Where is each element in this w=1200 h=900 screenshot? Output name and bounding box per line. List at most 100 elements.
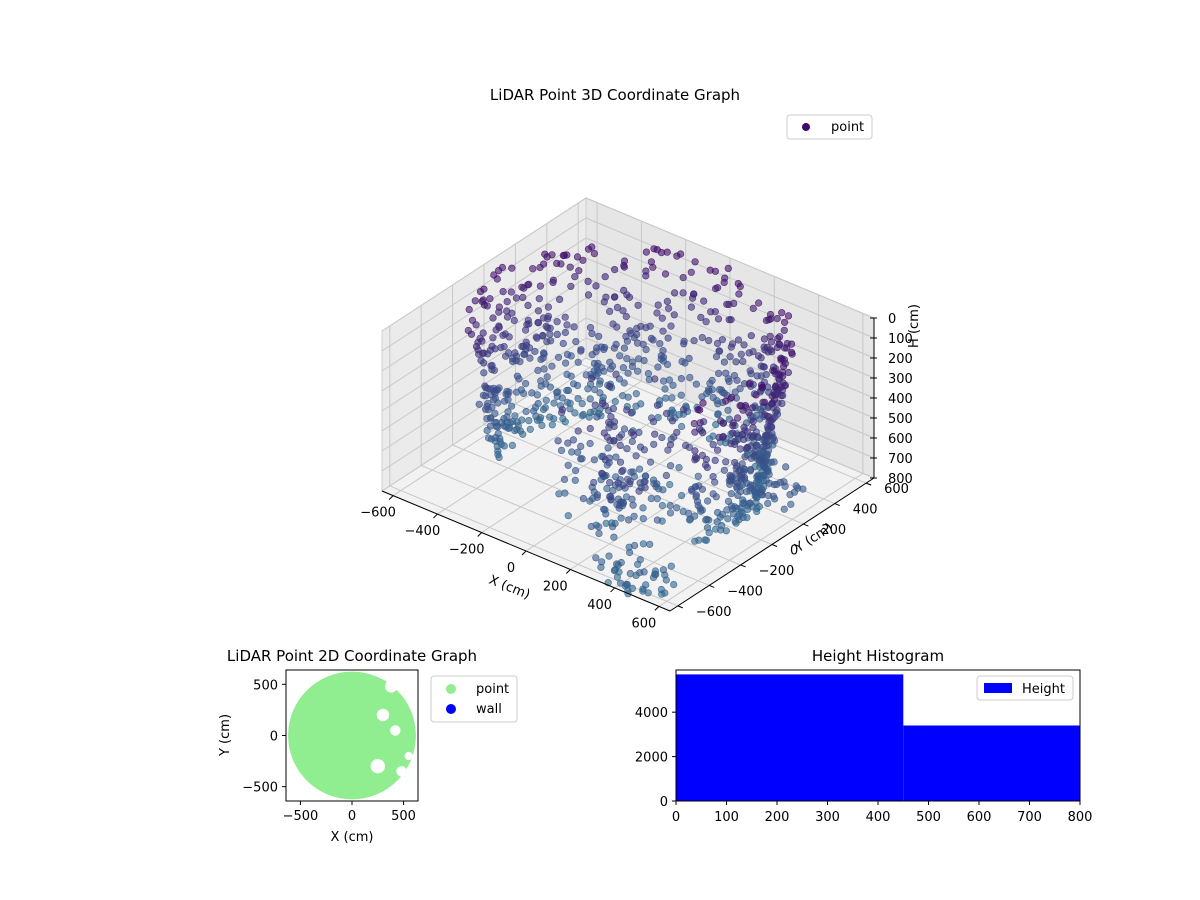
- z-tick-label: 700: [888, 452, 913, 467]
- data-point-3d: [753, 473, 761, 481]
- data-point-3d: [667, 562, 675, 570]
- data-point-3d: [623, 355, 631, 363]
- data-point-3d: [567, 282, 575, 290]
- x-tick-label: 200: [765, 810, 790, 825]
- data-point-3d: [494, 423, 502, 431]
- data-point-3d: [630, 431, 638, 439]
- data-point-3d: [572, 338, 580, 346]
- chart-3d-legend-marker: [802, 123, 810, 131]
- data-point-3d: [639, 504, 647, 512]
- data-point-3d: [579, 256, 587, 264]
- y-tick-mark: [709, 584, 715, 588]
- data-point-3d: [712, 525, 720, 533]
- data-point-3d: [571, 409, 579, 417]
- chart-3d-legend: point: [786, 114, 873, 140]
- point-gap: [376, 708, 390, 722]
- data-point-3d: [620, 379, 628, 387]
- data-point-3d: [658, 433, 666, 442]
- data-point-3d: [753, 507, 761, 516]
- data-point-3d: [593, 344, 601, 352]
- histogram-bar: [676, 674, 904, 801]
- data-point-3d: [727, 490, 735, 498]
- data-point-3d: [657, 585, 666, 594]
- data-point-3d: [512, 388, 521, 396]
- data-point-3d: [636, 479, 644, 487]
- x-tick-label: −200: [449, 543, 485, 558]
- data-point-3d: [647, 258, 656, 266]
- data-point-3d: [633, 324, 641, 333]
- grid-line-z: [381, 357, 875, 492]
- data-point-3d: [490, 396, 498, 404]
- data-point-3d: [624, 369, 632, 377]
- data-point-3d: [779, 362, 788, 371]
- data-point-3d: [584, 385, 592, 393]
- data-point-3d: [724, 264, 732, 273]
- data-point-3d: [586, 324, 595, 332]
- y-tick-label: 500: [253, 678, 278, 693]
- data-point-3d: [563, 386, 571, 395]
- data-point-3d: [606, 382, 614, 391]
- data-point-3d: [553, 388, 561, 397]
- data-point-3d: [632, 402, 640, 410]
- data-point-3d: [713, 518, 721, 526]
- data-point-3d: [786, 491, 794, 499]
- x-tick-mark: [565, 569, 571, 574]
- data-point-3d: [616, 458, 625, 466]
- data-point-3d: [768, 392, 776, 400]
- data-point-3d: [566, 263, 574, 271]
- data-point-3d: [759, 398, 767, 406]
- data-point-3d: [724, 406, 732, 414]
- z-tick-label: 800: [888, 472, 913, 487]
- data-point-3d: [592, 282, 600, 290]
- data-point-3d: [739, 496, 747, 504]
- data-point-3d: [726, 473, 735, 481]
- data-point-3d: [521, 326, 530, 334]
- data-point-3d: [664, 334, 672, 342]
- data-point-3d: [482, 405, 490, 413]
- data-point-3d: [544, 303, 553, 311]
- data-point-3d: [679, 289, 687, 297]
- data-point-3d: [540, 365, 548, 373]
- data-point-3d: [653, 480, 661, 488]
- data-point-3d: [584, 245, 593, 253]
- data-point-3d: [705, 337, 713, 345]
- chart-2d-legend: point wall: [430, 675, 518, 723]
- point-gap: [404, 751, 413, 761]
- y-tick-mark: [740, 564, 746, 568]
- data-point-3d: [752, 391, 760, 399]
- x-tick-label: 800: [1068, 810, 1093, 825]
- data-point-3d: [503, 313, 512, 321]
- data-point-3d: [778, 399, 786, 408]
- data-point-3d: [748, 404, 757, 412]
- data-point-3d: [760, 343, 768, 351]
- data-point-3d: [694, 501, 702, 510]
- data-point-3d: [553, 330, 561, 339]
- chart-histogram: Height Histogram 0 100 200 300 400 500 600 700 8…: [635, 647, 1093, 825]
- data-point-3d: [491, 409, 499, 417]
- data-point-3d: [652, 570, 660, 579]
- data-point-3d: [534, 307, 543, 315]
- data-point-3d: [722, 458, 730, 466]
- data-point-3d: [578, 412, 586, 420]
- data-point-3d: [705, 435, 714, 443]
- data-point-3d: [780, 505, 788, 513]
- data-point-3d: [596, 389, 604, 397]
- data-point-3d: [536, 263, 544, 272]
- data-point-3d: [774, 334, 782, 343]
- data-point-3d: [541, 250, 549, 258]
- point-gap: [385, 680, 398, 693]
- data-point-3d: [703, 524, 712, 532]
- data-point-3d: [619, 364, 628, 372]
- data-point-3d: [754, 299, 763, 307]
- data-point-3d: [666, 481, 674, 489]
- data-point-3d: [620, 425, 629, 433]
- data-point-3d: [668, 394, 676, 402]
- data-point-3d: [742, 488, 751, 496]
- chart-3d-legend-label: point: [831, 120, 864, 135]
- data-point-3d: [780, 478, 788, 486]
- data-point-3d: [680, 340, 688, 348]
- data-point-3d: [605, 307, 614, 316]
- data-point-3d: [475, 400, 483, 408]
- data-point-3d: [650, 245, 658, 253]
- data-point-3d: [574, 395, 582, 403]
